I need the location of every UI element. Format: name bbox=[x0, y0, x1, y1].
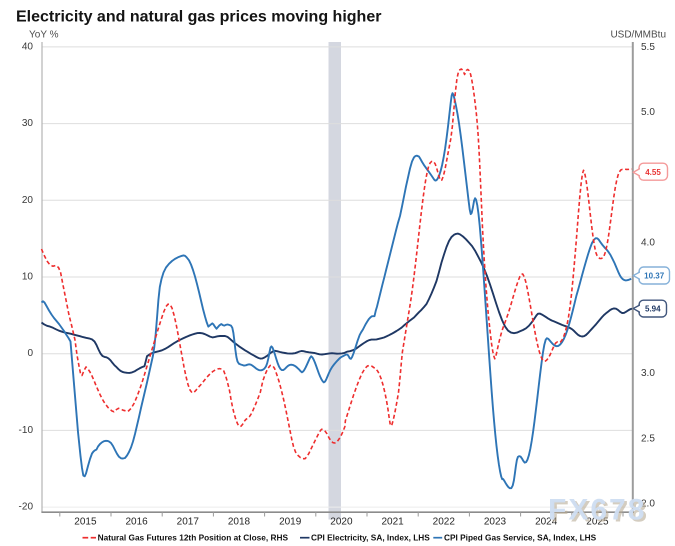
svg-text:5.0: 5.0 bbox=[641, 107, 655, 118]
svg-text:2023: 2023 bbox=[484, 517, 507, 528]
svg-text:CPI Electricity, SA, Index, LH: CPI Electricity, SA, Index, LHS bbox=[311, 533, 430, 543]
svg-text:USD/MMBtu: USD/MMBtu bbox=[610, 30, 666, 41]
svg-text:4.55: 4.55 bbox=[645, 168, 661, 177]
svg-text:2022: 2022 bbox=[433, 517, 456, 528]
svg-text:Natural Gas Futures 12th Posit: Natural Gas Futures 12th Position at Clo… bbox=[98, 533, 289, 543]
svg-text:FX678: FX678 bbox=[548, 494, 646, 527]
svg-text:5.5: 5.5 bbox=[641, 42, 655, 53]
svg-text:2.0: 2.0 bbox=[641, 499, 655, 510]
svg-text:FX678: FX678 bbox=[551, 496, 649, 529]
svg-text:0: 0 bbox=[27, 348, 33, 359]
svg-text:YoY %: YoY % bbox=[29, 30, 59, 41]
svg-text:2024: 2024 bbox=[535, 517, 558, 528]
svg-text:2015: 2015 bbox=[74, 517, 97, 528]
svg-text:10.37: 10.37 bbox=[644, 271, 665, 280]
svg-text:10: 10 bbox=[22, 272, 34, 283]
svg-text:-20: -20 bbox=[19, 502, 34, 513]
svg-text:2025: 2025 bbox=[586, 517, 609, 528]
svg-text:CPI Piped Gas Service, SA, Ind: CPI Piped Gas Service, SA, Index, LHS bbox=[444, 533, 597, 543]
svg-text:2019: 2019 bbox=[279, 517, 302, 528]
svg-text:20: 20 bbox=[22, 195, 34, 206]
svg-text:40: 40 bbox=[22, 41, 34, 52]
svg-text:2021: 2021 bbox=[381, 517, 404, 528]
svg-text:2017: 2017 bbox=[177, 517, 200, 528]
svg-text:2016: 2016 bbox=[125, 517, 148, 528]
svg-text:2018: 2018 bbox=[228, 517, 251, 528]
svg-text:3.0: 3.0 bbox=[641, 368, 655, 379]
svg-text:5.94: 5.94 bbox=[645, 304, 661, 313]
svg-text:4.0: 4.0 bbox=[641, 238, 655, 249]
svg-text:Electricity and natural gas pr: Electricity and natural gas prices movin… bbox=[16, 9, 381, 26]
svg-text:2020: 2020 bbox=[330, 517, 353, 528]
svg-text:2.5: 2.5 bbox=[641, 433, 655, 444]
svg-text:-10: -10 bbox=[19, 425, 34, 436]
svg-text:30: 30 bbox=[22, 118, 34, 129]
